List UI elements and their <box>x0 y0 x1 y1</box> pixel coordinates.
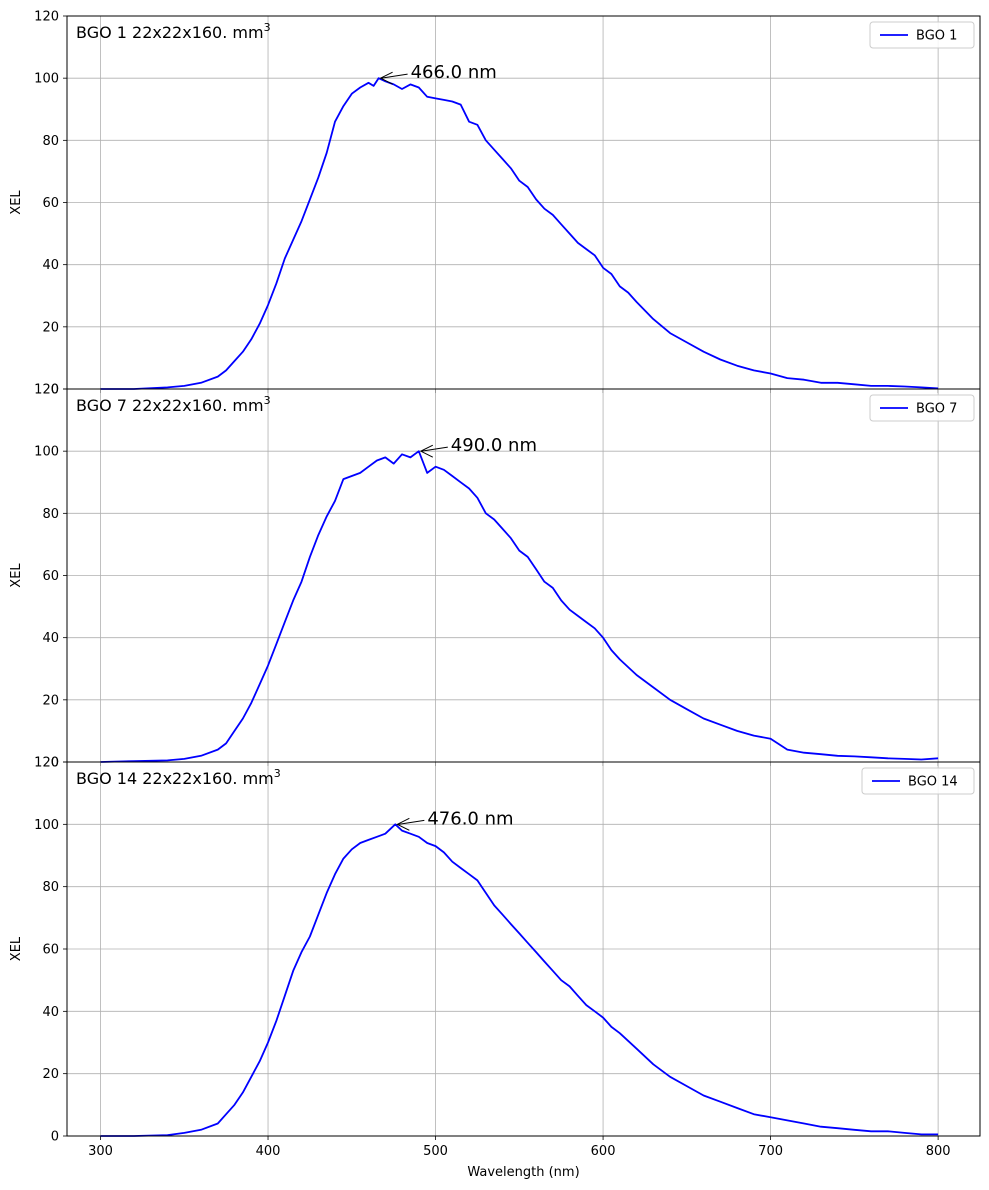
annotation-arrow <box>421 446 448 452</box>
legend-label: BGO 7 <box>916 402 957 417</box>
annotation-arrow <box>381 73 408 79</box>
legend-box <box>869 394 975 422</box>
annotation-label: 490.0 nm <box>451 435 537 456</box>
legend: BGO 1 <box>869 21 975 49</box>
y-tick-label: 60 <box>42 196 59 211</box>
y-tick-label: 20 <box>42 320 59 335</box>
y-tick-label: 120 <box>34 756 59 771</box>
legend-label: BGO 14 <box>908 775 958 790</box>
series-line-bgo-14 <box>100 823 939 1137</box>
annotation-arrowhead <box>379 71 393 85</box>
axes-frame <box>66 761 981 1137</box>
y-tick-label: 60 <box>42 569 59 584</box>
x-tick-label: 500 <box>423 1144 448 1159</box>
legend-box <box>861 767 975 795</box>
legend: BGO 14 <box>861 767 975 795</box>
y-tick-label: 40 <box>42 1005 59 1020</box>
y-tick-label: 80 <box>42 134 59 149</box>
legend: BGO 7 <box>869 394 975 422</box>
legend-box <box>869 21 975 49</box>
x-tick-label: 800 <box>926 1144 951 1159</box>
x-tick-label: 700 <box>758 1144 783 1159</box>
y-tick-label: 20 <box>42 693 59 708</box>
y-tick-label: 80 <box>42 880 59 895</box>
y-tick-label: 120 <box>34 10 59 25</box>
y-tick-label: 0 <box>51 756 59 771</box>
series-line-bgo-7 <box>100 450 939 763</box>
y-tick-label: 100 <box>34 72 59 87</box>
x-tick-label: 600 <box>591 1144 616 1159</box>
annotation-arrow <box>398 819 425 825</box>
panel-title: BGO 14 22x22x160. mm3 <box>76 767 281 788</box>
y-tick-label: 20 <box>42 1067 59 1082</box>
y-tick-label: 40 <box>42 258 59 273</box>
annotation-label: 476.0 nm <box>427 808 513 829</box>
panel-3: 0 20 40 60 80 100 120 300 400 500 600 700 800 XEL BGO … <box>9 756 981 1159</box>
series-line-bgo-1 <box>100 77 939 390</box>
y-axis-label: XEL <box>9 190 24 215</box>
y-tick-label: 40 <box>42 631 59 646</box>
x-axis-label: Wavelength (nm) <box>467 1165 579 1180</box>
y-tick-label: 120 <box>34 383 59 398</box>
y-axis-label: XEL <box>9 936 24 961</box>
panel-title: BGO 1 22x22x160. mm3 <box>76 21 271 42</box>
annotation-arrowhead <box>396 817 410 831</box>
legend-label: BGO 1 <box>916 29 957 44</box>
panel-title: BGO 7 22x22x160. mm3 <box>76 394 271 415</box>
x-tick-label: 300 <box>88 1144 113 1159</box>
y-tick-label: 100 <box>34 818 59 833</box>
y-tick-label: 80 <box>42 507 59 522</box>
y-tick-label: 100 <box>34 445 59 460</box>
x-tick-label: 400 <box>256 1144 281 1159</box>
panel-2: 0 20 40 60 80 100 120 XEL BGO 7 490.0 nm BGO 7 22x… <box>9 383 981 771</box>
y-tick-label: 60 <box>42 943 59 958</box>
annotation-label: 466.0 nm <box>411 62 497 83</box>
panel-1: 0 20 40 60 80 100 120 XEL BGO 1 466.0 nm BGO 1 22x… <box>9 10 981 398</box>
y-tick-label: 0 <box>51 1130 59 1145</box>
y-tick-label: 0 <box>51 383 59 398</box>
annotation-arrowhead <box>419 444 434 458</box>
y-axis-label: XEL <box>9 563 24 588</box>
